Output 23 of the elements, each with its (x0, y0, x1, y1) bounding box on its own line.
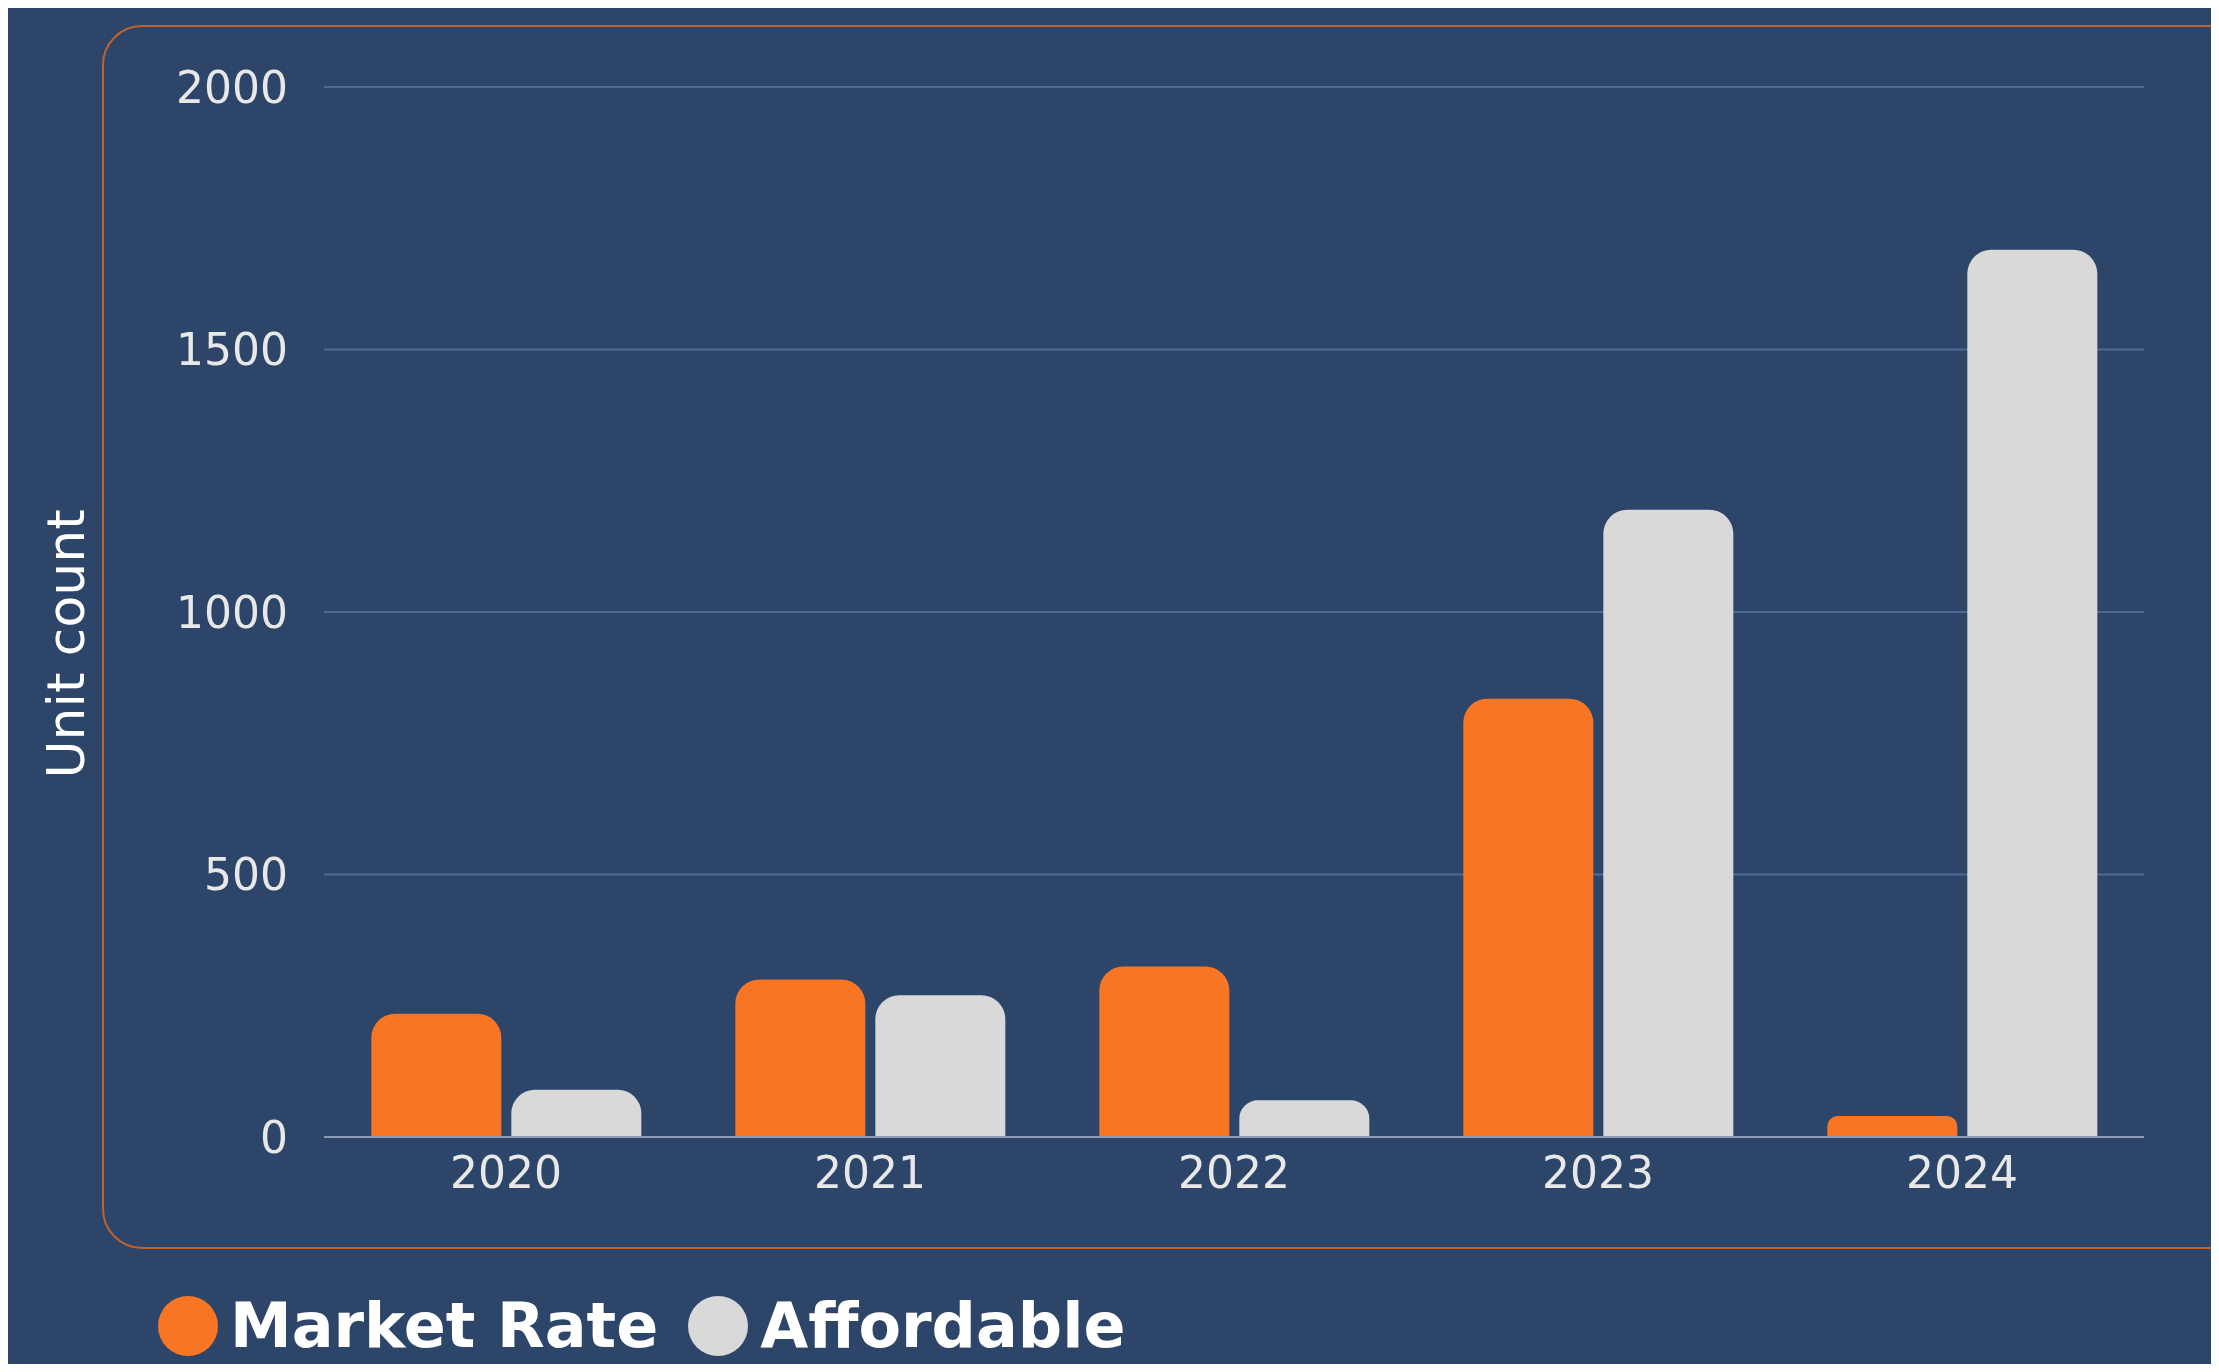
bar (1099, 966, 1230, 1137)
bar (1967, 249, 2098, 1137)
x-tick-label: 2021 (814, 1147, 926, 1199)
y-axis-title: Unit count (36, 509, 96, 779)
x-tick-label: 2022 (1178, 1147, 1290, 1199)
y-tick-label: 500 (204, 849, 288, 901)
y-tick-label: 1500 (176, 324, 288, 376)
y-tick-label: 1000 (176, 586, 288, 638)
bar (511, 1089, 642, 1137)
bar (1603, 509, 1734, 1137)
x-tick-label: 2024 (1906, 1147, 2018, 1199)
bar (1463, 698, 1594, 1137)
bar (1827, 1116, 1958, 1137)
legend-label: Affordable (760, 1289, 1126, 1362)
bar (875, 995, 1006, 1137)
x-tick-label: 2020 (450, 1147, 562, 1199)
y-tick-label: 0 (260, 1111, 288, 1163)
legend-label: Market Rate (230, 1289, 659, 1362)
y-tick-label: 2000 (176, 61, 288, 113)
bar (735, 979, 866, 1137)
bar (1239, 1100, 1370, 1137)
bar (371, 1013, 502, 1137)
x-tick-label: 2023 (1542, 1147, 1654, 1199)
